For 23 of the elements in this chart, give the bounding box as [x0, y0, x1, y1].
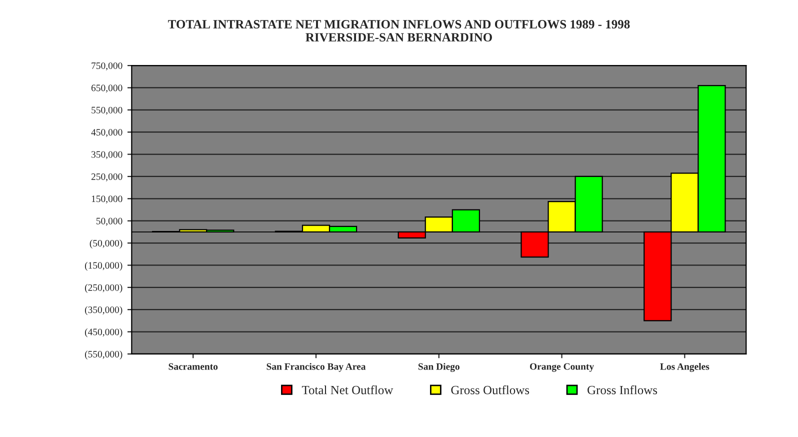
legend-label: Total Net Outflow: [302, 385, 394, 394]
legend-label: Gross Outflows: [451, 385, 530, 394]
y-tick-label: 650,000: [91, 84, 122, 93]
x-tick-label: San Francisco Bay Area: [266, 363, 366, 372]
y-tick-label: (150,000): [84, 262, 122, 271]
x-tick-label: Sacramento: [168, 363, 218, 370]
y-tick-label: 550,000: [92, 106, 122, 115]
y-tick-label: (250,000): [84, 284, 122, 293]
legend-label: Gross Inflows: [588, 385, 658, 394]
y-tick-label: (450,000): [84, 328, 122, 338]
y-tick-label: 50,000: [96, 218, 122, 226]
y-tick-label: 750,000: [92, 62, 122, 70]
y-tick-label: 250,000: [91, 173, 122, 182]
chart-title: TOTAL INTRASTATE NET MIGRATION INFLOWS AND OUTFLOWS 1989 - 1998 RIVERSIDE-SAN BERNARDINO: [168, 20, 630, 42]
y-tick-label: (550,000): [84, 350, 122, 360]
x-tick-label: San Diego: [418, 363, 460, 372]
y-tick-label: 450,000: [91, 129, 122, 137]
y-tick-label: (350,000): [84, 306, 122, 316]
y-tick-label: 350,000: [92, 151, 122, 160]
x-tick-label: Orange County: [530, 363, 594, 372]
y-tick-label: (50,000): [90, 240, 122, 248]
y-tick-label: 150,000: [92, 196, 122, 204]
x-tick-label: Los Angeles: [660, 363, 710, 372]
